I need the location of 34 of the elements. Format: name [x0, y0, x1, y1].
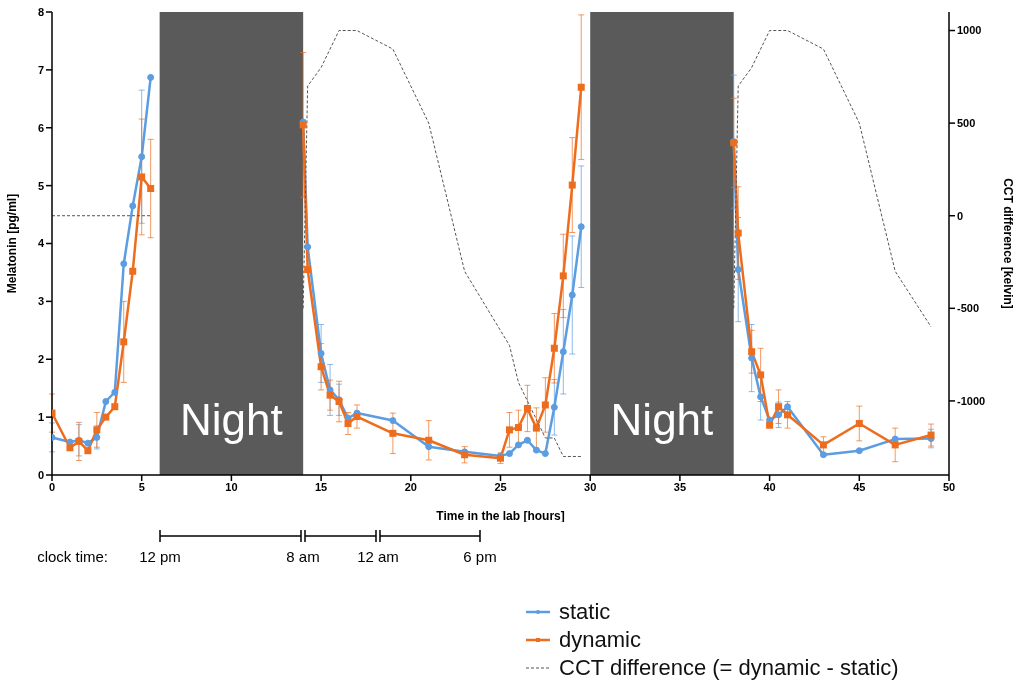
x-tick-label: 20	[404, 480, 417, 493]
x-axis-title: Time in the lab [hours]	[436, 509, 565, 523]
x-tick-label: 5	[138, 480, 145, 493]
y-tick-label: 1	[37, 411, 44, 424]
y2-axis-title: CCT difference [kelvin]	[1000, 178, 1015, 309]
y-tick-label: 8	[37, 5, 44, 18]
x-tick-label: 45	[853, 480, 866, 493]
y2-tick-label: -1000	[957, 394, 986, 407]
x-tick-label: 25	[494, 480, 507, 493]
y2-tick-label: 0	[957, 209, 964, 222]
legend-label: CCT difference (= dynamic - static)	[559, 654, 899, 682]
y-tick-label: 2	[37, 353, 44, 366]
x-tick-label: 35	[673, 480, 687, 493]
y-tick-label: 5	[37, 179, 44, 192]
y2-tick-label: 1000	[957, 24, 982, 37]
legend-label: static	[559, 598, 611, 626]
y-tick-label: 0	[37, 468, 44, 481]
y-axis-title: Melatonin [pg/ml]	[5, 193, 20, 294]
clock-time-scale: clock time: 12 pm 8 am 12 am 6 pm	[0, 522, 1022, 572]
y-tick-label: 6	[37, 121, 44, 134]
y-tick-label: 4	[37, 237, 45, 250]
x-tick-label: 40	[763, 480, 776, 493]
y-tick-label: 3	[37, 295, 44, 308]
y-tick-label: 7	[37, 63, 44, 76]
x-tick-label: 10	[225, 480, 238, 493]
y2-tick-label: -500	[957, 302, 980, 315]
x-tick-label: 30	[584, 480, 597, 493]
band-label: Night	[180, 395, 283, 444]
y2-tick-label: 500	[957, 117, 976, 130]
band-label: Night	[610, 395, 714, 444]
x-tick-label: 0	[48, 480, 56, 493]
x-tick-label: 15	[314, 480, 328, 493]
x-tick-label: 50	[942, 480, 956, 493]
legend-label: dynamic	[559, 626, 641, 654]
